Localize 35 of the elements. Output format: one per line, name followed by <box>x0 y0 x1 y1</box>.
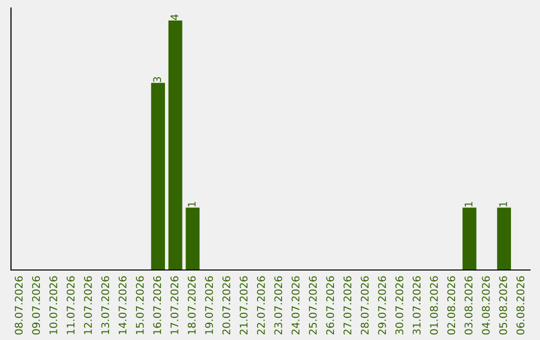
data-label: 1 <box>188 202 196 206</box>
data-label: 1 <box>464 202 472 206</box>
x-tick-label: 16.07.2026 <box>153 276 162 334</box>
x-tick-label: 28.07.2026 <box>360 276 369 334</box>
x-tick-label: 10.07.2026 <box>49 276 58 334</box>
x-tick-label: 27.07.2026 <box>343 276 352 334</box>
x-tick-label: 17.07.2026 <box>170 276 178 334</box>
x-tick-label: 11.07.2026 <box>66 276 75 334</box>
x-tick-label: 30.07.2026 <box>395 276 404 334</box>
data-label: 3 <box>153 77 162 82</box>
x-tick-label: 20.07.2026 <box>222 276 230 334</box>
x-tick-label: 09.07.2026 <box>32 276 40 335</box>
data-label: 1 <box>499 202 507 206</box>
x-tick-label: 04.08.2026 <box>482 276 490 335</box>
x-tick-label: 13.07.2026 <box>101 276 110 334</box>
x-tick-label: 18.07.2026 <box>188 276 196 334</box>
x-tick-label: 06.08.2026 <box>516 276 524 335</box>
x-tick-label: 26.07.2026 <box>326 276 334 334</box>
x-tick-label: 08.07.2026 <box>14 276 23 335</box>
x-tick-label: 15.07.2026 <box>136 276 144 334</box>
x-tick-label: 29.07.2026 <box>378 276 386 334</box>
x-tick-label: 21.07.2026 <box>240 276 248 334</box>
x-tick-label: 24.07.2026 <box>292 276 300 334</box>
x-tick-label: 31.07.2026 <box>412 276 421 334</box>
x-tick-label: 14.07.2026 <box>118 276 126 334</box>
x-tick-label: 03.08.2026 <box>464 276 472 335</box>
x-tick-label: 05.08.2026 <box>499 276 508 335</box>
x-tick-label: 12.07.2026 <box>84 276 92 334</box>
x-tick-label: 01.08.2026 <box>430 276 438 335</box>
x-tick-label: 22.07.2026 <box>256 276 265 334</box>
x-tick-label: 02.08.2026 <box>447 276 456 335</box>
x-tick-label: 19.07.2026 <box>205 276 213 334</box>
x-tick-label: 23.07.2026 <box>274 276 282 334</box>
data-label: 4 <box>170 14 178 20</box>
x-tick-label: 25.07.2026 <box>308 276 317 334</box>
